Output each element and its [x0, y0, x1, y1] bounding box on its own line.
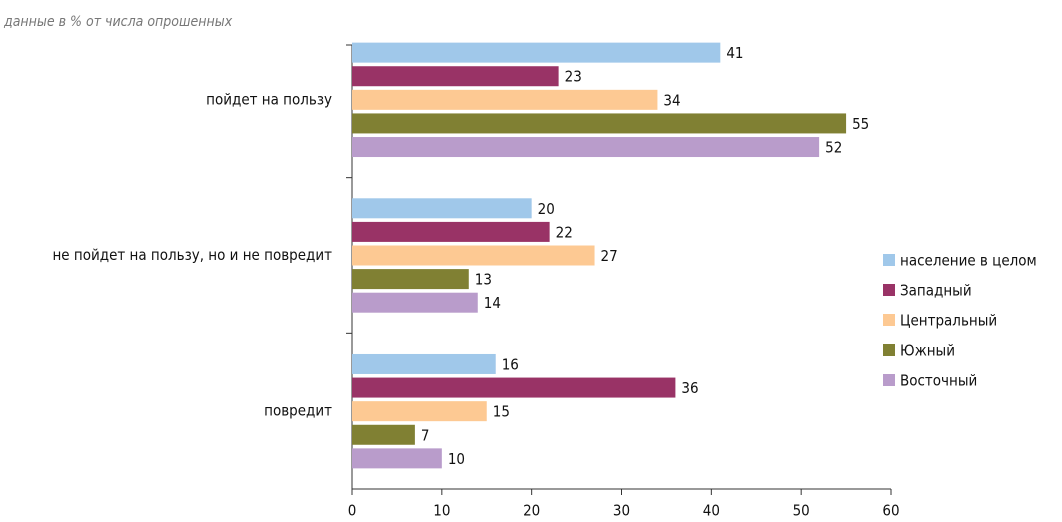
bar	[352, 89, 658, 110]
value-label: 34	[663, 91, 680, 109]
category-label: не пойдет на пользу, но и не повредит	[52, 246, 332, 264]
value-label: 13	[475, 271, 492, 289]
legend-label: Западный	[900, 282, 972, 300]
x-tick-label: 20	[523, 502, 540, 520]
value-label: 20	[538, 200, 555, 218]
legend-label: население в целом	[900, 252, 1037, 270]
value-label: 16	[502, 355, 519, 373]
x-tick-label: 60	[882, 502, 899, 520]
value-label: 10	[448, 450, 465, 468]
value-label: 14	[484, 294, 501, 312]
category-label: повредит	[264, 402, 332, 420]
bar	[352, 401, 487, 422]
value-label: 7	[421, 426, 430, 444]
bar	[352, 245, 595, 266]
legend-label: Южный	[900, 342, 955, 360]
x-tick-label: 0	[348, 502, 357, 520]
bar	[352, 269, 469, 290]
bar	[352, 66, 559, 87]
value-label: 27	[601, 247, 618, 265]
legend-label: Центральный	[900, 312, 997, 330]
x-tick-label: 10	[433, 502, 450, 520]
legend-swatch	[883, 254, 895, 266]
chart-subtitle: данные в % от числа опрошенных	[3, 14, 233, 30]
bar	[352, 424, 415, 445]
x-tick-label: 30	[613, 502, 630, 520]
legend-swatch	[883, 314, 895, 326]
bar	[352, 377, 676, 398]
x-tick-label: 50	[793, 502, 810, 520]
value-label: 36	[681, 379, 698, 397]
bar	[352, 353, 496, 374]
x-tick-label: 40	[703, 502, 720, 520]
bar	[352, 113, 847, 134]
value-label: 23	[565, 68, 582, 86]
bar	[352, 292, 478, 313]
legend-swatch	[883, 344, 895, 356]
legend-swatch	[883, 374, 895, 386]
bar	[352, 448, 442, 469]
value-label: 52	[825, 139, 842, 157]
legend-swatch	[883, 284, 895, 296]
bar	[352, 42, 721, 63]
bar	[352, 198, 532, 219]
category-label: пойдет на пользу	[206, 90, 332, 108]
legend-label: Восточный	[900, 372, 977, 390]
value-label: 41	[726, 44, 743, 62]
value-label: 15	[493, 403, 510, 421]
bar	[352, 137, 820, 158]
value-label: 55	[852, 115, 869, 133]
bar	[352, 221, 550, 242]
value-label: 22	[556, 223, 573, 241]
